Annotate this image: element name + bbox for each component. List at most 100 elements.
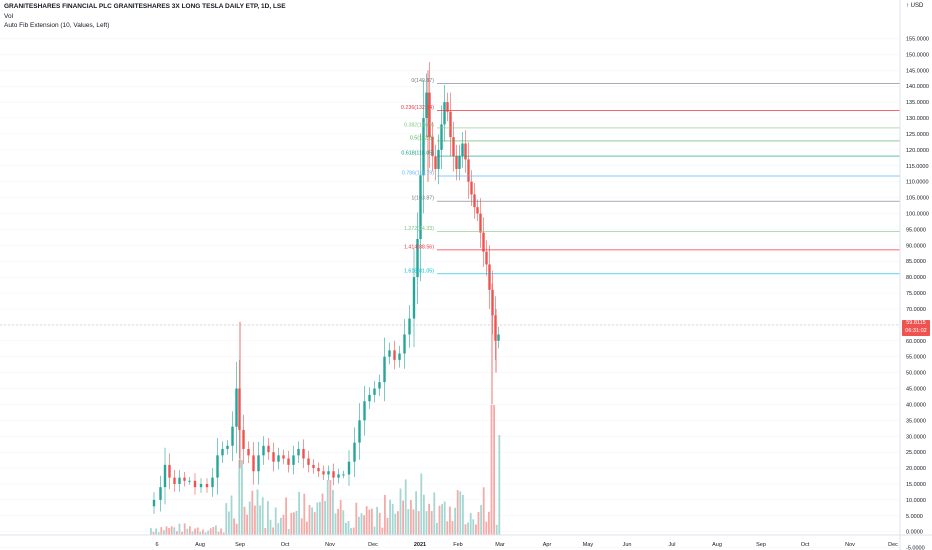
volume-bar (423, 494, 425, 535)
candle-body (238, 388, 241, 430)
candle-body (252, 455, 255, 472)
time-axis[interactable]: 6 Aug Sep Oct Nov Dec 2021 Feb Mar Apr May Jun Jul Au… (155, 542, 898, 548)
candle-body (216, 455, 219, 478)
price-tick-label: 80.0000 (906, 275, 926, 281)
time-tick-label: Nov (845, 542, 855, 548)
candle-body (317, 468, 320, 472)
price-tick-label: 120.0000 (906, 148, 929, 154)
last-price-value: 59.8115 (906, 320, 926, 326)
volume-bar (376, 506, 378, 535)
candle-body (247, 448, 250, 456)
volume-bar (482, 487, 485, 535)
candle-body (205, 483, 209, 488)
chart-pane[interactable] (0, 0, 900, 535)
volume-bar (230, 495, 233, 535)
volume-bar (404, 479, 407, 535)
volume-bar (425, 511, 428, 535)
time-tick-label: Sep (235, 542, 245, 548)
time-tick-label: Dec (888, 542, 898, 548)
volume-bar (488, 511, 490, 535)
volume-bar (183, 523, 186, 535)
candle-body (455, 156, 458, 169)
candle-body (307, 458, 310, 465)
volume-bar (293, 512, 295, 535)
time-tick-label: Jul (668, 542, 675, 548)
candle-body (282, 455, 285, 459)
volume-bar (449, 506, 451, 535)
candle-body (347, 461, 351, 475)
candle-body (312, 464, 315, 469)
candle-body (188, 480, 191, 482)
candle-body (287, 458, 290, 465)
currency-label[interactable]: ↑ USD (906, 3, 924, 9)
candle-body (183, 477, 186, 481)
candle-body (440, 124, 443, 150)
volume-bar (246, 514, 248, 535)
candle-body (353, 442, 356, 462)
candles (152, 62, 500, 514)
volume-bar (261, 497, 264, 535)
volume-bar (282, 514, 285, 535)
fib-indicator-legend[interactable]: Auto Fib Extension (10, Values, Left) (4, 22, 110, 29)
volume-bar (430, 510, 433, 535)
volume-bar (155, 528, 157, 535)
volume-bar (350, 528, 352, 535)
volume-bar (306, 521, 308, 535)
time-tick-label: Nov (325, 542, 335, 548)
price-tick-label: 70.0000 (906, 307, 926, 313)
volume-bar (150, 528, 152, 535)
volume-bar (196, 527, 199, 535)
volume-legend[interactable]: Vol (4, 13, 14, 20)
volume-bar (475, 524, 477, 535)
volume-bar (342, 510, 345, 535)
candle-body (403, 334, 406, 354)
volume-bar (441, 504, 443, 535)
volume-bar (358, 516, 360, 535)
price-tick-label: -5.0000 (906, 546, 925, 550)
candle-body (235, 388, 238, 427)
price-tick-label: 15.0000 (906, 482, 926, 488)
volume-bar (347, 520, 350, 535)
candle-body (342, 474, 345, 476)
candle-body (173, 477, 176, 484)
volume-bar (443, 501, 446, 535)
time-tick-label: 2021 (414, 542, 426, 548)
time-tick-label: Aug (712, 542, 722, 548)
price-tick-label: 155.0000 (906, 37, 929, 43)
price-tick-label: 10.0000 (906, 498, 926, 504)
volume-bar (462, 494, 464, 535)
price-axis[interactable]: 155.0000 150.0000 145.0000 140.0000 135.0000… (906, 37, 929, 550)
volume-bar (235, 523, 238, 535)
volume-bar (212, 526, 215, 535)
candle-body (488, 264, 491, 290)
price-tick-label: 105.0000 (906, 196, 929, 202)
candle-body (363, 401, 366, 421)
candle-body (431, 137, 434, 157)
candle-body (443, 102, 446, 125)
volume-bar (407, 509, 410, 535)
candle-body (292, 455, 295, 465)
candle-body (262, 445, 265, 456)
volume-bar (415, 491, 417, 535)
price-tick-label: 100.0000 (906, 212, 929, 218)
candle-body (226, 445, 229, 449)
candle-body (479, 213, 482, 233)
symbol-title[interactable]: GRANITESHARES FINANCIAL PLC GRANITESHARE… (4, 3, 286, 10)
volume-bar (243, 506, 246, 535)
volume-bar (308, 504, 311, 535)
last-price-tag: 59.8115 06:31:02 (902, 320, 930, 336)
volume-bar (207, 530, 209, 535)
volume-bar (469, 513, 472, 535)
candle-body (383, 356, 386, 383)
volume-bar (287, 528, 290, 535)
candle-body (491, 289, 494, 316)
fib-level-label: 0.786(111.79) (402, 170, 434, 176)
volume-bar (472, 519, 475, 535)
time-tick-label: Apr (543, 542, 552, 548)
time-tick-label: Feb (453, 542, 462, 548)
price-tick-label: 75.0000 (906, 291, 926, 297)
volume-bar (368, 509, 371, 535)
fib-level-label: 1.272(94.33) (404, 226, 434, 232)
candle-body (358, 420, 361, 443)
